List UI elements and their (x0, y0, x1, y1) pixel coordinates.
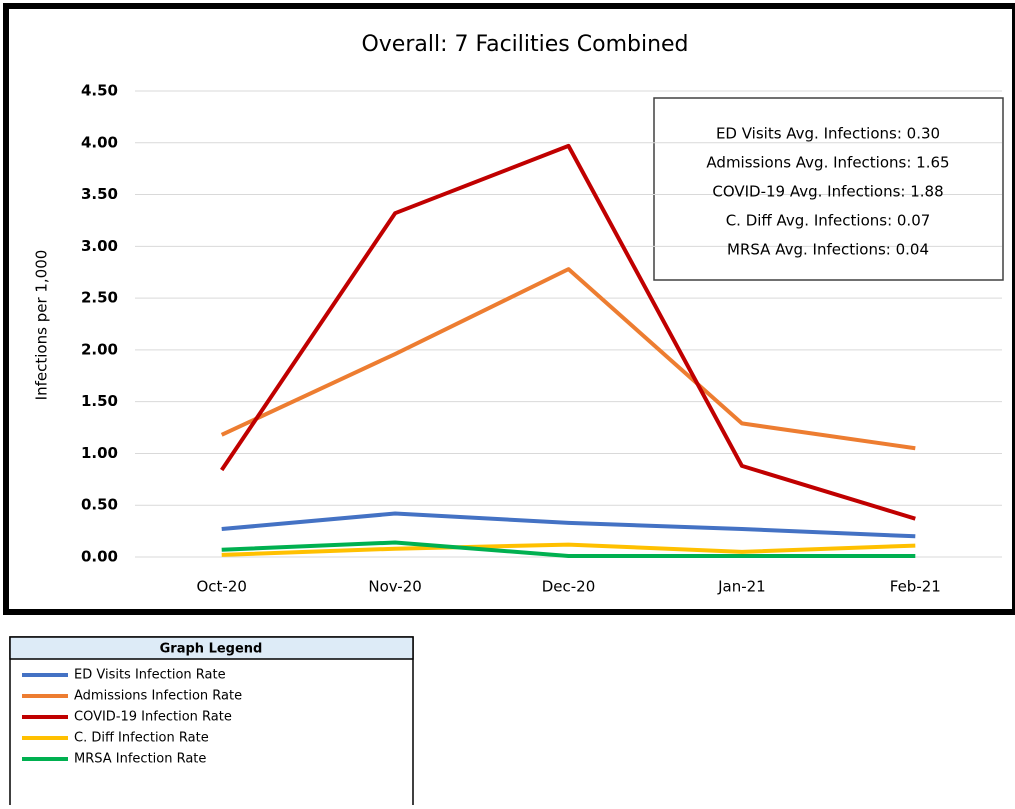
y-tick-label: 3.00 (81, 237, 118, 255)
y-tick-label: 1.00 (81, 444, 118, 462)
x-tick-label: Feb-21 (890, 578, 941, 596)
series-line (221, 511, 916, 539)
annotation: MRSA Avg. Infections: 0.04 (727, 241, 929, 259)
legend-label: MRSA Infection Rate (74, 752, 206, 767)
y-tick-label: 4.50 (81, 82, 118, 100)
x-tick-label: Jan-21 (717, 578, 766, 596)
annotation: Admissions Avg. Infections: 1.65 (706, 154, 949, 172)
y-tick-label: 0.50 (81, 496, 118, 514)
legend-title: Graph Legend (160, 642, 263, 657)
legend-header (9, 636, 414, 660)
y-tick-label: 2.00 (81, 340, 118, 358)
series-line (220, 267, 916, 451)
x-tick-label: Oct-20 (196, 578, 246, 596)
annotation: C. Diff Avg. Infections: 0.07 (726, 212, 931, 230)
y-tick-label: 1.50 (81, 392, 118, 410)
y-tick-label: 0.00 (81, 548, 118, 566)
y-tick-label: 4.00 (81, 133, 118, 151)
annotation: COVID-19 Avg. Infections: 1.88 (712, 183, 943, 201)
chart-title: Overall: 7 Facilities Combined (361, 32, 688, 57)
series-line (221, 540, 916, 558)
legend-label: COVID-19 Infection Rate (74, 710, 232, 725)
legend-label: ED Visits Infection Rate (74, 668, 226, 683)
y-axis-label: Infections per 1,000 (33, 250, 51, 401)
x-tick-label: Nov-20 (368, 578, 421, 596)
legend-label: Admissions Infection Rate (74, 689, 242, 704)
x-tick-label: Dec-20 (542, 578, 596, 596)
y-tick-label: 3.50 (81, 185, 118, 203)
series-line (220, 143, 916, 521)
series-line (221, 542, 916, 557)
legend-label: C. Diff Infection Rate (74, 731, 209, 746)
y-tick-label: 2.50 (81, 289, 118, 307)
annotation-box (653, 97, 1004, 281)
annotation: ED Visits Avg. Infections: 0.30 (716, 125, 940, 143)
